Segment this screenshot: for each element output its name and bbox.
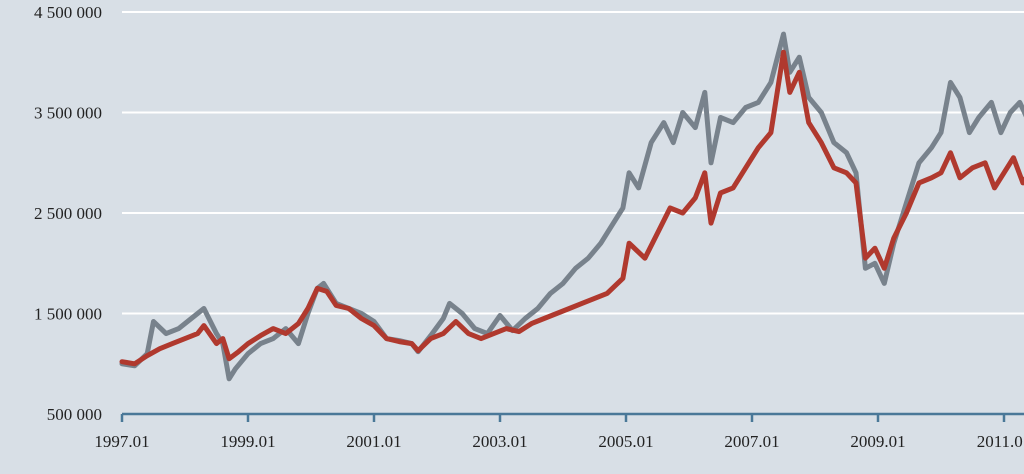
y-tick-label: 3 500 000 [34, 104, 102, 123]
x-tick-label: 2003.01 [472, 432, 527, 451]
y-tick-label: 2 500 000 [34, 204, 102, 223]
y-tick-labels: 500 000 1 500 000 2 500 000 3 500 000 4 500 … [34, 3, 102, 424]
gridlines [122, 11, 1024, 315]
series-line-2 [119, 49, 1024, 367]
x-tick-label: 2011.01 [977, 432, 1024, 451]
x-axis [120, 412, 1024, 422]
x-tick-label: 2005.01 [598, 432, 653, 451]
y-tick-label: 500 000 [47, 405, 102, 424]
series-line-1 [119, 31, 1024, 382]
y-tick-label: 1 500 000 [34, 305, 102, 324]
x-tick-label: 2009.01 [850, 432, 905, 451]
y-tick-label: 4 500 000 [34, 3, 102, 22]
x-tick-labels: 1997.01 1999.01 2001.01 2003.01 2005.01 2007.… [94, 432, 1024, 451]
x-tick-label: 1999.01 [220, 432, 275, 451]
series-lines [119, 31, 1024, 382]
x-tick-label: 2001.01 [346, 432, 401, 451]
x-tick-label: 2007.01 [724, 432, 779, 451]
x-tick-label: 1997.01 [94, 432, 149, 451]
